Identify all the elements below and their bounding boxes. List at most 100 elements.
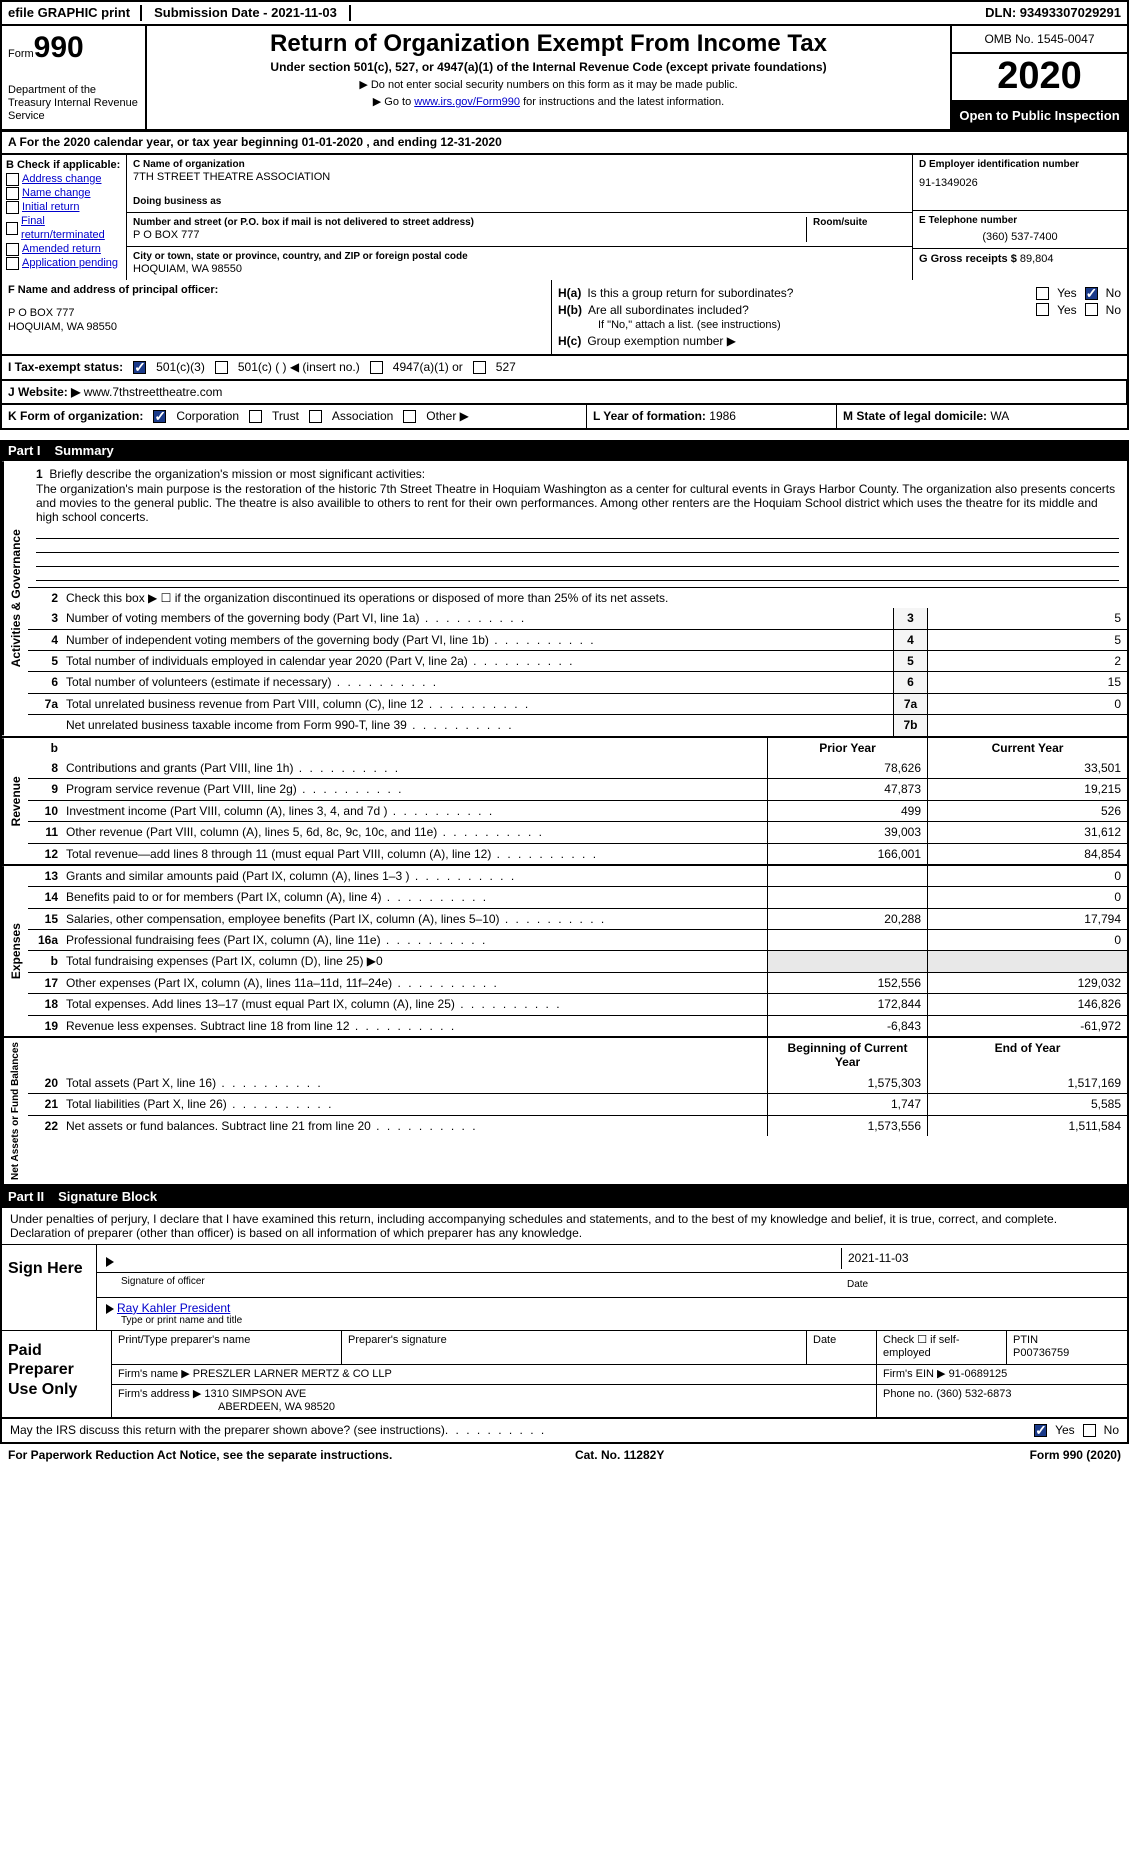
- header-center: Return of Organization Exempt From Incom…: [147, 26, 952, 130]
- gov-row: 3 Number of voting members of the govern…: [28, 608, 1127, 628]
- summary-gov: Activities & Governance 1 Briefly descri…: [0, 461, 1129, 737]
- addr-cell: Number and street (or P.O. box if mail i…: [127, 213, 912, 247]
- ptin: P00736759: [1013, 1347, 1069, 1359]
- gross-cell: G Gross receipts $ 89,804: [913, 249, 1127, 270]
- chk-trust[interactable]: [249, 410, 262, 423]
- fin-row: 18 Total expenses. Add lines 13–17 (must…: [28, 993, 1127, 1014]
- mission-block: 1 Briefly describe the organization's mi…: [28, 461, 1127, 587]
- form-title: Return of Organization Exempt From Incom…: [155, 30, 942, 59]
- firm-ein: 91-0689125: [949, 1368, 1008, 1380]
- gov-row: 4 Number of independent voting members o…: [28, 629, 1127, 650]
- part2-header: Part IISignature Block: [0, 1186, 1129, 1208]
- fin-row: 12 Total revenue—add lines 8 through 11 …: [28, 843, 1127, 864]
- col-b: B Check if applicable: Address change Na…: [2, 155, 127, 281]
- open-inspection: Open to Public Inspection: [952, 102, 1127, 130]
- col-c: C Name of organization 7TH STREET THEATR…: [127, 155, 912, 281]
- fin-row: 10 Investment income (Part VIII, column …: [28, 800, 1127, 821]
- preparer-block: Paid Preparer Use Only Print/Type prepar…: [2, 1330, 1127, 1417]
- header-left: Form990 Department of the Treasury Inter…: [2, 26, 147, 130]
- discuss-row: May the IRS discuss this return with the…: [0, 1419, 1129, 1443]
- gov-row: Net unrelated business taxable income fr…: [28, 714, 1127, 735]
- fin-row: 22 Net assets or fund balances. Subtract…: [28, 1115, 1127, 1136]
- fin-row: 19 Revenue less expenses. Subtract line …: [28, 1015, 1127, 1036]
- chk-527[interactable]: [473, 361, 486, 374]
- irs-link[interactable]: www.irs.gov/Form990: [414, 96, 520, 108]
- form-number: 990: [34, 31, 84, 64]
- discuss-yes[interactable]: [1034, 1424, 1047, 1437]
- ein: 91-1349026: [919, 177, 1121, 190]
- org-address: P O BOX 777: [133, 229, 806, 242]
- form-label: Form: [8, 48, 34, 60]
- fin-row: 8 Contributions and grants (Part VIII, l…: [28, 758, 1127, 778]
- header-right: OMB No. 1545-0047 2020 Open to Public In…: [952, 26, 1127, 130]
- fin-row: 14 Benefits paid to or for members (Part…: [28, 886, 1127, 907]
- tax-year: 2020: [952, 54, 1127, 102]
- website: www.7thstreettheatre.com: [84, 385, 223, 399]
- year-formation: 1986: [709, 409, 736, 423]
- f-h-row: F Name and address of principal officer:…: [0, 280, 1129, 356]
- omb-number: OMB No. 1545-0047: [952, 26, 1127, 54]
- chk-pending[interactable]: Application pending: [6, 257, 122, 270]
- summary-rev: Revenue b Prior Year Current Year 8 Cont…: [0, 738, 1129, 866]
- chk-assoc[interactable]: [309, 410, 322, 423]
- gross-receipts: 89,804: [1020, 253, 1054, 265]
- sign-here: Sign Here: [2, 1245, 97, 1330]
- side-rev: Revenue: [2, 738, 28, 864]
- gov-row: 7a Total unrelated business revenue from…: [28, 693, 1127, 714]
- part1-header: Part I Summary: [0, 440, 1129, 462]
- dept-label: Department of the Treasury Internal Reve…: [8, 84, 139, 124]
- f-block: F Name and address of principal officer:…: [2, 280, 552, 354]
- fin-row: 17 Other expenses (Part IX, column (A), …: [28, 972, 1127, 993]
- ha-yes[interactable]: [1036, 287, 1049, 300]
- side-gov: Activities & Governance: [2, 461, 28, 735]
- mission-text: The organization's main purpose is the r…: [36, 482, 1115, 525]
- form-subtitle: Under section 501(c), 527, or 4947(a)(1)…: [155, 60, 942, 74]
- fin-row: 9 Program service revenue (Part VIII, li…: [28, 778, 1127, 799]
- firm-name: PRESZLER LARNER MERTZ & CO LLP: [193, 1368, 392, 1380]
- chk-name[interactable]: Name change: [6, 187, 122, 200]
- ein-cell: D Employer identification number 91-1349…: [913, 155, 1127, 211]
- gov-row: 6 Total number of volunteers (estimate i…: [28, 671, 1127, 692]
- hb-yes[interactable]: [1036, 303, 1049, 316]
- gov-row: 5 Total number of individuals employed i…: [28, 650, 1127, 671]
- tax-status-row: I Tax-exempt status: 501(c)(3) 501(c) ( …: [0, 356, 1129, 380]
- signature-block: Under penalties of perjury, I declare th…: [0, 1208, 1129, 1420]
- fin-row: 21 Total liabilities (Part X, line 26) 1…: [28, 1093, 1127, 1114]
- section-a: A For the 2020 calendar year, or tax yea…: [0, 131, 1129, 154]
- form-header: Form990 Department of the Treasury Inter…: [0, 26, 1129, 132]
- chk-initial[interactable]: Initial return: [6, 201, 122, 214]
- side-net: Net Assets or Fund Balances: [2, 1038, 28, 1184]
- dln: DLN: 93493307029291: [985, 5, 1121, 21]
- fin-row: 13 Grants and similar amounts paid (Part…: [28, 866, 1127, 886]
- chk-amended[interactable]: Amended return: [6, 243, 122, 256]
- firm-phone: (360) 532-6873: [936, 1388, 1011, 1400]
- fin-row: 11 Other revenue (Part VIII, column (A),…: [28, 821, 1127, 842]
- chk-501c[interactable]: [215, 361, 228, 374]
- chk-address[interactable]: Address change: [6, 173, 122, 186]
- chk-501c3[interactable]: [133, 361, 146, 374]
- hb-no[interactable]: [1085, 303, 1098, 316]
- phone-cell: E Telephone number (360) 537-7400: [913, 211, 1127, 249]
- chk-corp[interactable]: [153, 410, 166, 423]
- fin-row: b Total fundraising expenses (Part IX, c…: [28, 950, 1127, 971]
- paid-preparer: Paid Preparer Use Only: [2, 1331, 112, 1417]
- submission-date: Submission Date - 2021-11-03: [140, 5, 351, 21]
- discuss-no[interactable]: [1083, 1424, 1096, 1437]
- org-name-cell: C Name of organization 7TH STREET THEATR…: [127, 155, 912, 213]
- chk-4947[interactable]: [370, 361, 383, 374]
- org-name: 7TH STREET THEATRE ASSOCIATION: [133, 171, 906, 184]
- chk-final[interactable]: Final return/terminated: [6, 215, 122, 241]
- declaration: Under penalties of perjury, I declare th…: [2, 1208, 1127, 1246]
- summary-net: Net Assets or Fund Balances Beginning of…: [0, 1038, 1129, 1186]
- city-cell: City or town, state or province, country…: [127, 247, 912, 280]
- state-domicile: WA: [990, 409, 1009, 423]
- col-b-header: B Check if applicable:: [6, 159, 122, 172]
- fin-row: 15 Salaries, other compensation, employe…: [28, 908, 1127, 929]
- identity-grid: B Check if applicable: Address change Na…: [0, 155, 1129, 281]
- note-ssn: ▶ Do not enter social security numbers o…: [155, 79, 942, 92]
- chk-other[interactable]: [403, 410, 416, 423]
- ha-no[interactable]: [1085, 287, 1098, 300]
- side-exp: Expenses: [2, 866, 28, 1036]
- officer-name: Ray Kahler President: [117, 1301, 230, 1315]
- efile-label: efile GRAPHIC print: [8, 5, 130, 21]
